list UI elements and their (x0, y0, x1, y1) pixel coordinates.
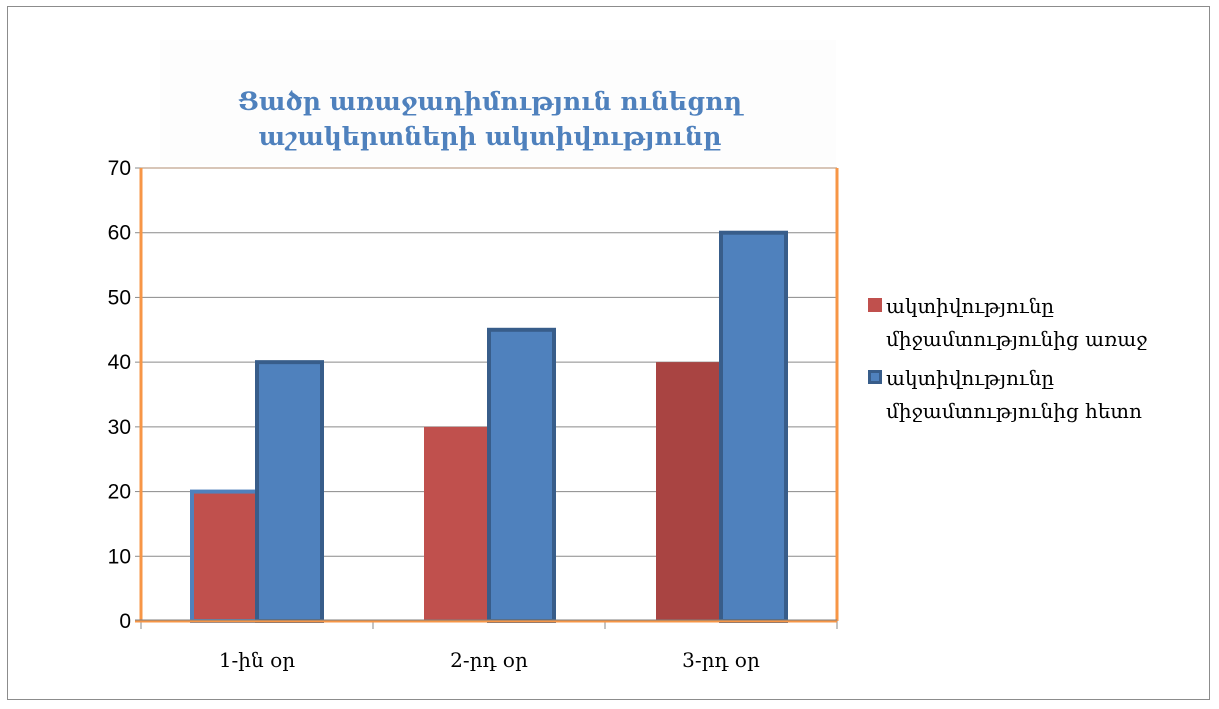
y-tick-label: 40 (108, 351, 131, 374)
legend-label-after: ակտիվությունը միջամտությունից հետո (886, 366, 1143, 423)
bar-after-3 (719, 230, 788, 623)
legend-label-before: ակտիվությունը միջամտությունից առաջ (886, 294, 1148, 351)
chart-title: Ցածր առաջադիմություն ունեցող աշակերտների… (238, 87, 742, 151)
bar-before-2 (424, 426, 489, 621)
y-tick-label: 60 (108, 222, 131, 245)
legend-item-before: ակտիվությունը միջամտությունից առաջ (866, 290, 1211, 356)
legend-item-after: ակտիվությունը միջամտությունից հետո (866, 362, 1211, 428)
bar-before-3 (656, 362, 721, 621)
title-background (160, 40, 836, 165)
x-category-label: 2-րդ օր (450, 648, 528, 672)
y-tick-label: 0 (119, 610, 131, 633)
y-tick-label: 10 (108, 545, 131, 568)
y-tick-label: 30 (108, 416, 131, 439)
bar-after-2 (487, 327, 556, 623)
legend: ակտիվությունը միջամտությունից առաջ ակտիվ… (866, 290, 1211, 434)
y-tick-label: 50 (108, 286, 131, 309)
x-category-label: 1-ին օր (219, 648, 295, 672)
x-category-label: 3-րդ օր (682, 648, 760, 672)
bar-after-1 (255, 360, 324, 623)
bar-before-1 (190, 489, 259, 624)
legend-swatch-before (868, 298, 882, 312)
y-tick-label: 70 (108, 157, 131, 180)
legend-swatch-after (868, 370, 882, 384)
y-tick-label: 20 (108, 481, 131, 504)
